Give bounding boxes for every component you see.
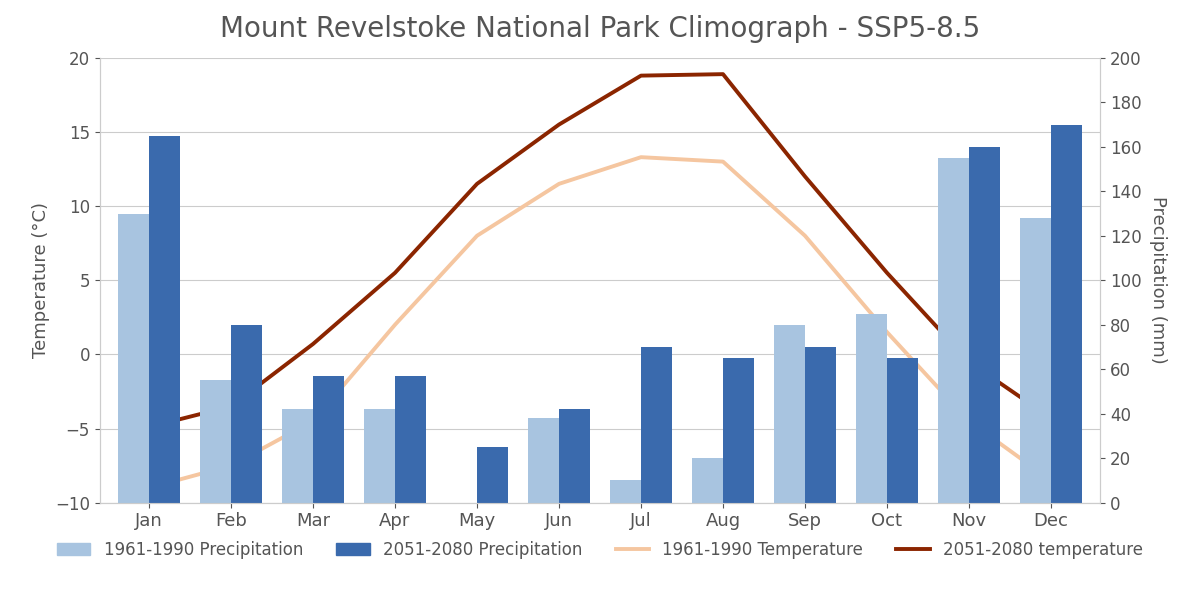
Bar (856, 314, 887, 503)
Bar (118, 214, 149, 503)
Bar (641, 347, 672, 503)
Bar (313, 376, 344, 503)
Bar (528, 418, 559, 503)
Bar (200, 380, 232, 503)
Bar (395, 376, 426, 503)
Y-axis label: Precipitation (mm): Precipitation (mm) (1148, 197, 1166, 364)
Bar (232, 325, 262, 503)
Bar (364, 409, 395, 503)
Bar (722, 358, 754, 503)
Bar (282, 409, 313, 503)
Bar (692, 458, 722, 503)
Bar (1051, 124, 1082, 503)
Bar (559, 409, 590, 503)
Bar (938, 158, 968, 503)
Bar (149, 136, 180, 503)
Bar (1020, 218, 1051, 503)
Bar (968, 147, 1000, 503)
Bar (774, 325, 805, 503)
Bar (887, 358, 918, 503)
Legend: 1961-1990 Precipitation, 2051-2080 Precipitation, 1961-1990 Temperature, 2051-20: 1961-1990 Precipitation, 2051-2080 Preci… (50, 534, 1150, 565)
Title: Mount Revelstoke National Park Climograph - SSP5-8.5: Mount Revelstoke National Park Climograp… (220, 15, 980, 43)
Bar (805, 347, 836, 503)
Y-axis label: Temperature (°C): Temperature (°C) (31, 202, 49, 359)
Bar (610, 480, 641, 503)
Bar (478, 447, 508, 503)
